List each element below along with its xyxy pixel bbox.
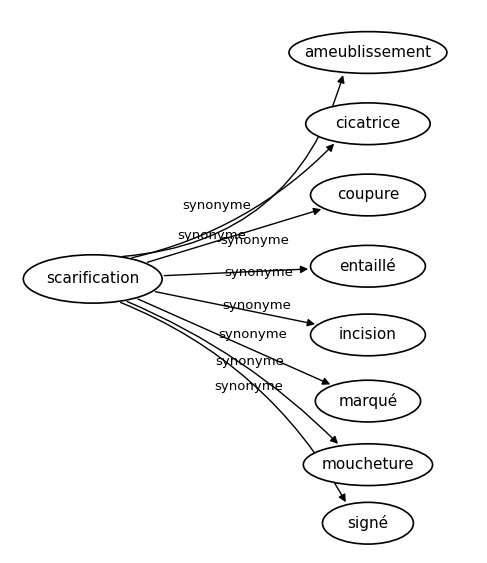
- Ellipse shape: [315, 380, 421, 422]
- Text: coupure: coupure: [337, 187, 399, 203]
- Text: ameublissement: ameublissement: [304, 45, 431, 60]
- Text: synonyme: synonyme: [177, 229, 246, 242]
- Text: synonyme: synonyme: [225, 266, 293, 279]
- Ellipse shape: [289, 32, 447, 73]
- Text: synonyme: synonyme: [214, 381, 283, 394]
- Text: synonyme: synonyme: [222, 299, 291, 312]
- Text: scarification: scarification: [46, 271, 139, 287]
- Ellipse shape: [311, 245, 425, 287]
- Text: synonyme: synonyme: [182, 199, 251, 212]
- Ellipse shape: [303, 444, 432, 485]
- Text: incision: incision: [339, 328, 397, 342]
- Text: entaillé: entaillé: [339, 259, 396, 274]
- Text: cicatrice: cicatrice: [336, 116, 401, 131]
- Text: synonyme: synonyme: [220, 234, 289, 247]
- Text: moucheture: moucheture: [321, 457, 414, 472]
- Text: signé: signé: [347, 515, 389, 531]
- Ellipse shape: [311, 314, 425, 356]
- Ellipse shape: [311, 174, 425, 216]
- Ellipse shape: [23, 255, 162, 303]
- Ellipse shape: [306, 103, 430, 145]
- Ellipse shape: [322, 502, 413, 544]
- Text: synonyme: synonyme: [215, 355, 284, 368]
- Text: synonyme: synonyme: [219, 328, 287, 341]
- Text: marqué: marqué: [338, 393, 397, 409]
